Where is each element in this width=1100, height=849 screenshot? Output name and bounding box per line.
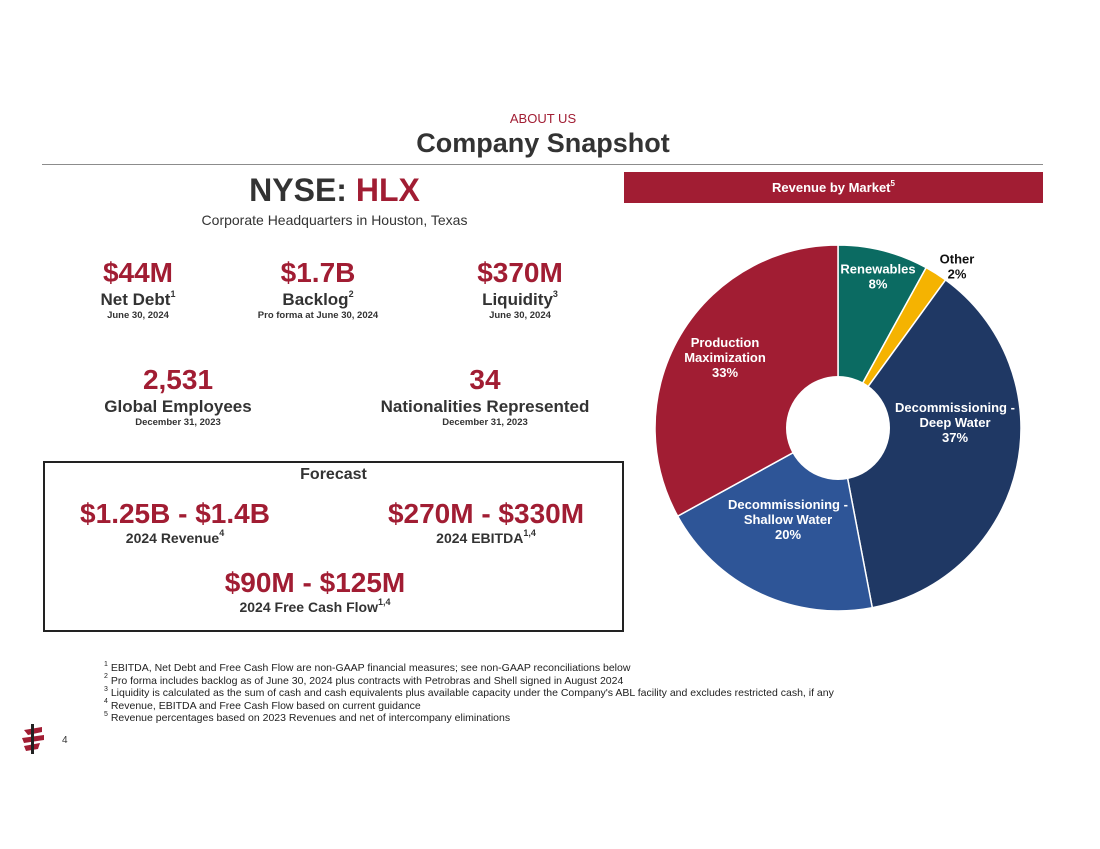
slice-label: Renewables 8% xyxy=(840,262,915,292)
slice-label: Decommissioning -Shallow Water 20% xyxy=(728,497,848,542)
slice-label: Production Maximization 33% xyxy=(684,335,766,380)
forecast-value: $270M - $330M xyxy=(387,498,585,529)
stat-net-debt: $44M Net Debt1 June 30, 2024 xyxy=(68,258,208,322)
footnote: 1 EBITDA, Net Debt and Free Cash Flow ar… xyxy=(104,660,631,675)
footnote: 5 Revenue percentages based on 2023 Reve… xyxy=(104,710,511,725)
stat-label: Liquidity3 xyxy=(482,289,558,309)
stat-label: Nationalities Represented xyxy=(380,397,590,416)
donut-hole xyxy=(786,376,890,480)
stat-date: June 30, 2024 xyxy=(489,310,551,321)
forecast-ebitda: $270M - $330M 2024 EBITDA1,4 xyxy=(355,499,617,547)
stat-date: June 30, 2024 xyxy=(107,310,169,321)
stat-label: Net Debt1 xyxy=(100,289,176,309)
ticker-exchange: NYSE: xyxy=(249,172,347,208)
company-logo-icon xyxy=(22,724,44,754)
forecast-label: 2024 Free Cash Flow1,4 xyxy=(239,597,391,615)
stat-value: $44M xyxy=(102,257,174,288)
stat-label: Backlog2 xyxy=(282,289,354,309)
forecast-label: 2024 Revenue4 xyxy=(125,528,225,546)
stat-value: $1.7B xyxy=(280,257,356,288)
revenue-by-market-banner: Revenue by Market5 xyxy=(624,172,1043,203)
page-title: Company Snapshot xyxy=(416,128,670,158)
stat-value: 34 xyxy=(469,364,501,395)
forecast-value: $90M - $125M xyxy=(224,567,406,598)
footnotes: 1 EBITDA, Net Debt and Free Cash Flow ar… xyxy=(104,660,834,725)
headquarters-text: Corporate Headquarters in Houston, Texas xyxy=(201,212,468,228)
stat-date: Pro forma at June 30, 2024 xyxy=(257,310,379,321)
stat-value: 2,531 xyxy=(142,364,214,395)
stat-employees: 2,531 Global Employees December 31, 2023 xyxy=(88,365,268,429)
ticker-heading: NYSE: HLX xyxy=(42,172,627,209)
stat-liquidity: $370M Liquidity3 June 30, 2024 xyxy=(445,258,595,322)
section-eyebrow: ABOUT US xyxy=(509,111,577,126)
footnote: 3 Liquidity is calculated as the sum of … xyxy=(104,685,834,700)
forecast-box xyxy=(43,461,624,632)
forecast-fcf: $90M - $125M 2024 Free Cash Flow1,4 xyxy=(180,568,450,616)
slice-label: Other 2% xyxy=(940,252,975,282)
pie-slice-decommissioning-deep-water xyxy=(837,278,1022,609)
footnote: 4 Revenue, EBITDA and Free Cash Flow bas… xyxy=(104,698,421,712)
forecast-label: 2024 EBITDA1,4 xyxy=(436,528,536,546)
stat-nationalities: 34 Nationalities Represented December 31… xyxy=(365,365,605,429)
page-number: 4 xyxy=(62,735,68,746)
title-divider xyxy=(42,164,1043,165)
slice-label: Decommissioning -Deep Water 37% xyxy=(895,400,1015,445)
ticker-symbol: HLX xyxy=(355,172,420,208)
stat-backlog: $1.7B Backlog2 Pro forma at June 30, 202… xyxy=(243,258,393,322)
revenue-donut-chart: Renewables 8% Other 2% Decommissioning -Deep… xyxy=(654,244,1022,612)
footnote: 2 Pro forma includes backlog as of June … xyxy=(104,673,624,687)
forecast-revenue: $1.25B - $1.4B 2024 Revenue4 xyxy=(50,499,300,547)
stat-label: Global Employees xyxy=(104,397,252,416)
forecast-title: Forecast xyxy=(300,466,367,483)
stat-date: December 31, 2023 xyxy=(442,417,528,428)
forecast-value: $1.25B - $1.4B xyxy=(80,498,270,529)
stat-value: $370M xyxy=(477,257,563,288)
stat-date: December 31, 2023 xyxy=(135,417,221,428)
